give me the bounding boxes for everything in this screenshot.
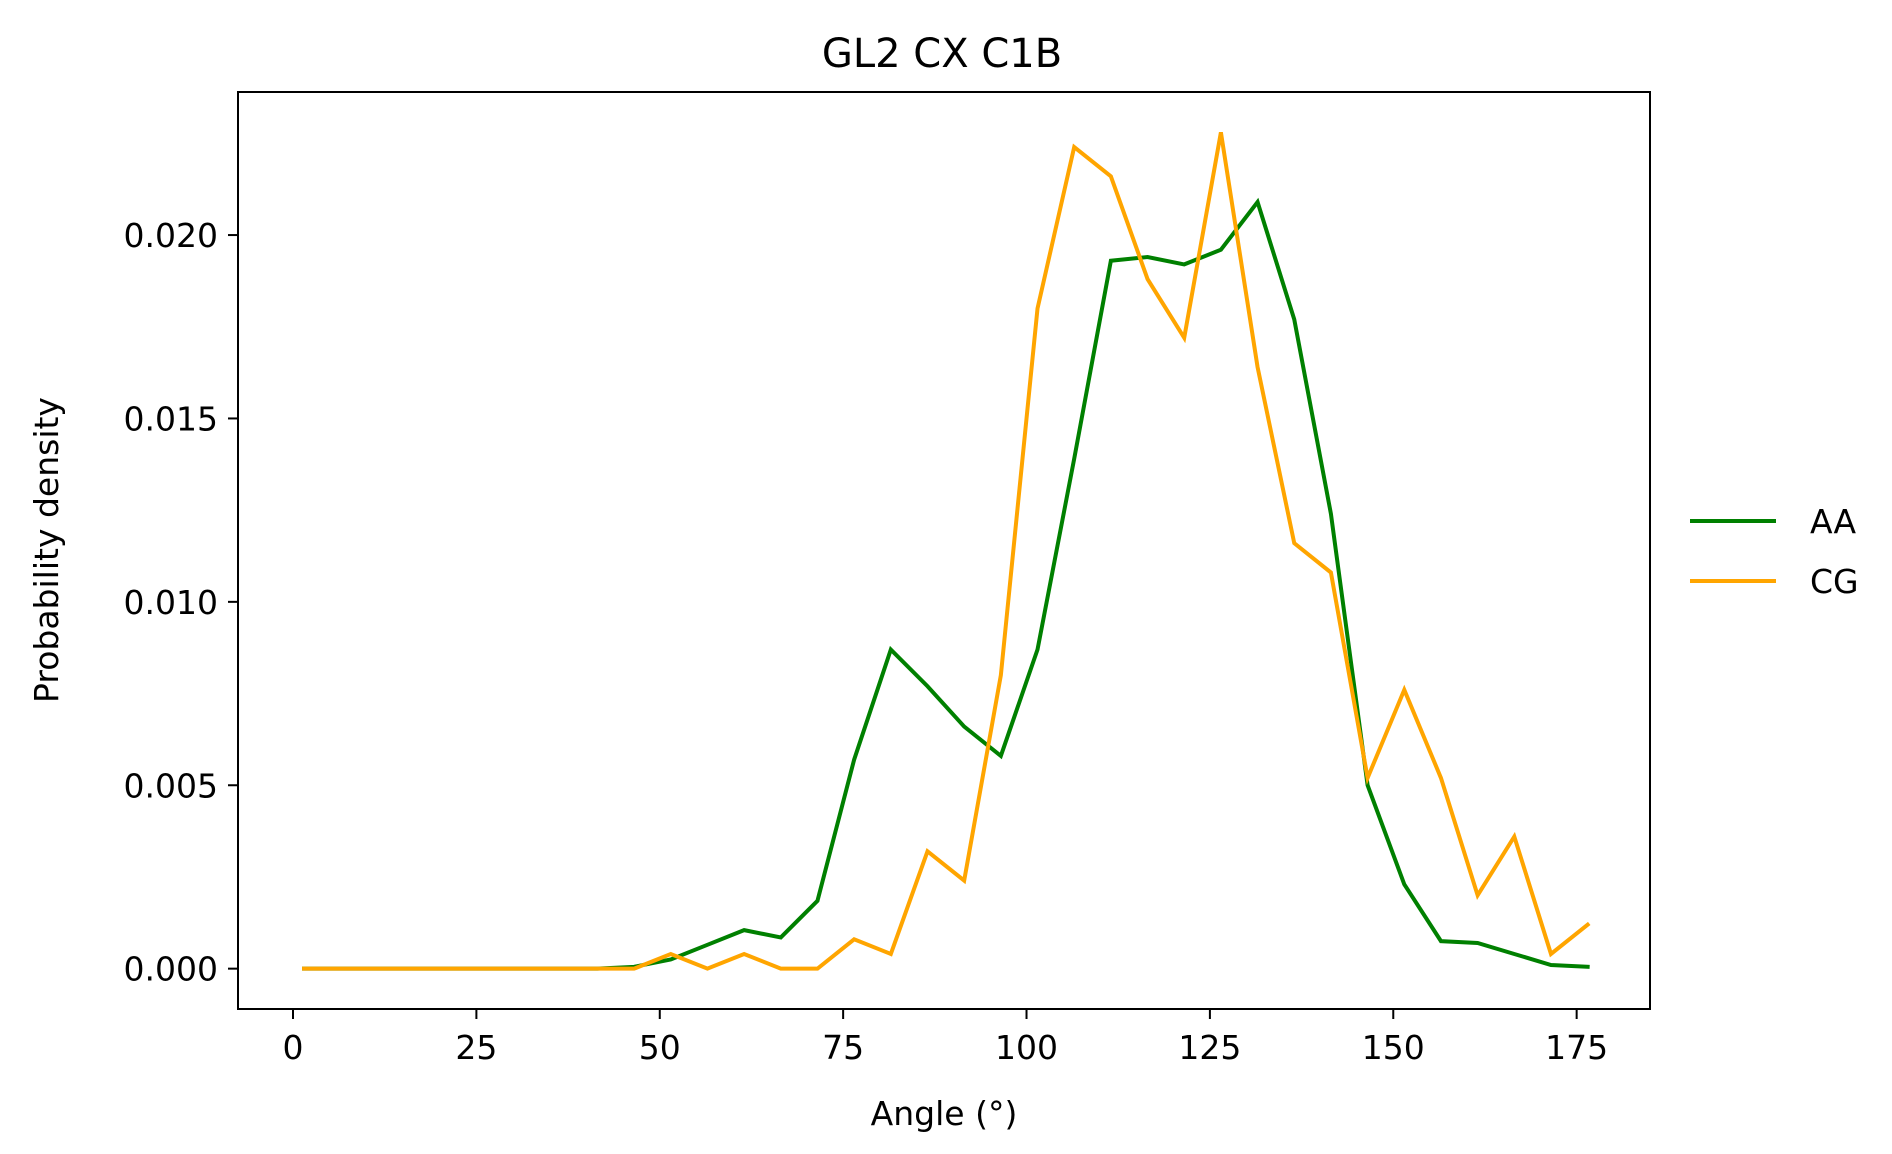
x-tick-label: 50 xyxy=(639,1028,681,1067)
x-axis: 0 25 50 75 100 125 150 175 xyxy=(283,1009,1608,1067)
x-tick-label: 175 xyxy=(1545,1028,1608,1067)
y-tick-label: 0.005 xyxy=(124,766,218,805)
x-axis-title: Angle (°) xyxy=(871,1094,1018,1133)
legend: AA CG xyxy=(1690,502,1859,601)
x-tick-label: 150 xyxy=(1362,1028,1425,1067)
x-tick-label: 75 xyxy=(822,1028,864,1067)
legend-label-cg: CG xyxy=(1810,562,1859,601)
y-tick-label: 0.020 xyxy=(124,216,218,255)
x-tick-label: 25 xyxy=(455,1028,497,1067)
legend-label-aa: AA xyxy=(1810,502,1856,541)
y-axis-title: Probability density xyxy=(27,397,66,703)
series-layer xyxy=(302,131,1591,971)
x-tick-label: 0 xyxy=(283,1028,304,1067)
series-line-cg xyxy=(302,131,1591,971)
y-axis: 0.000 0.005 0.010 0.015 0.020 xyxy=(124,216,238,989)
y-tick-label: 0.000 xyxy=(124,950,218,989)
y-tick-label: 0.010 xyxy=(124,583,218,622)
plot-frame xyxy=(237,91,1651,1010)
x-tick-label: 100 xyxy=(995,1028,1058,1067)
y-tick-label: 0.015 xyxy=(124,399,218,438)
chart-title: GL2 CX C1B xyxy=(822,31,1062,77)
x-tick-label: 125 xyxy=(1178,1028,1241,1067)
